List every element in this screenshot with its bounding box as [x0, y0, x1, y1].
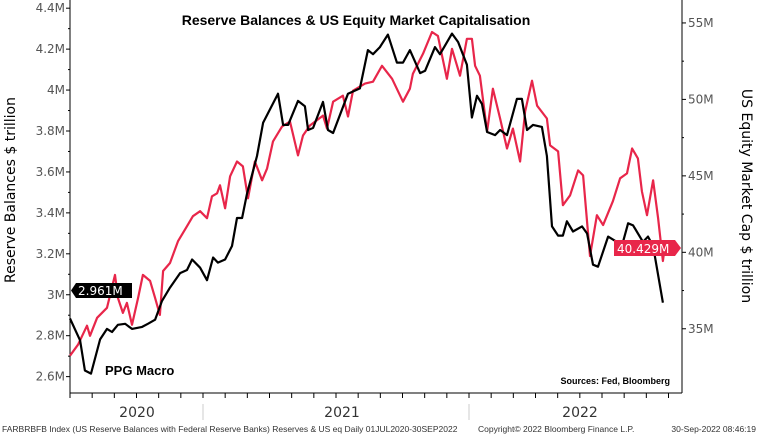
right-axis-label: US Equity Market Cap $ trillion: [738, 89, 754, 303]
x-tick-2020: 2020: [119, 405, 155, 421]
left-last-value: 2.961M: [78, 284, 123, 298]
left-tick-label: 2.6M: [36, 370, 65, 384]
x-axis-years: 2020 2021 2022: [119, 404, 598, 421]
footer-timestamp: 30-Sep-2022 08:46:19: [671, 424, 756, 434]
x-tick-2022: 2022: [562, 405, 598, 421]
left-tick-label: 2.8M: [36, 329, 65, 343]
right-tick-label: 50M: [688, 92, 714, 106]
equity-market-cap-line: [69, 30, 667, 357]
left-tick-label: 4M: [47, 83, 65, 97]
footer-index-description: FARBRBFB Index (US Reserve Balances with…: [2, 424, 458, 434]
left-tick-label: 4.4M: [36, 1, 65, 15]
left-tick-label: 3.8M: [36, 124, 65, 138]
axes: 2.6M 2.8M 3M 3.2M 3.4M 3.6M 3.8M 4M 4.2M 4.4M 35M 4…: [36, 0, 714, 398]
left-tick-label: 3M: [47, 288, 65, 302]
right-last-value-tag: 40.429M: [614, 240, 681, 256]
right-last-value: 40.429M: [617, 242, 669, 256]
source-note: Sources: Fed, Bloomberg: [560, 376, 670, 386]
left-axis-label: Reserve Balances $ trillion: [3, 97, 19, 283]
x-tick-2021: 2021: [324, 405, 360, 421]
reserve-balances-line: [69, 32, 664, 375]
left-last-value-tag: 2.961M: [71, 283, 132, 298]
right-tick-label: 40M: [688, 245, 714, 259]
chart-title: Reserve Balances & US Equity Market Capi…: [182, 12, 531, 28]
right-tick-label: 55M: [688, 16, 714, 30]
footer-copyright: Copyright© 2022 Bloomberg Finance L.P.: [478, 424, 634, 434]
left-tick-label: 3.2M: [36, 247, 65, 261]
right-tick-label: 35M: [688, 322, 714, 336]
left-tick-label: 4.2M: [36, 42, 65, 56]
left-tick-label: 3.4M: [36, 206, 65, 220]
series-lines: [69, 30, 667, 375]
ppg-macro-annotation: PPG Macro: [105, 363, 174, 378]
left-tick-label: 3.6M: [36, 165, 65, 179]
right-tick-label: 45M: [688, 169, 714, 183]
